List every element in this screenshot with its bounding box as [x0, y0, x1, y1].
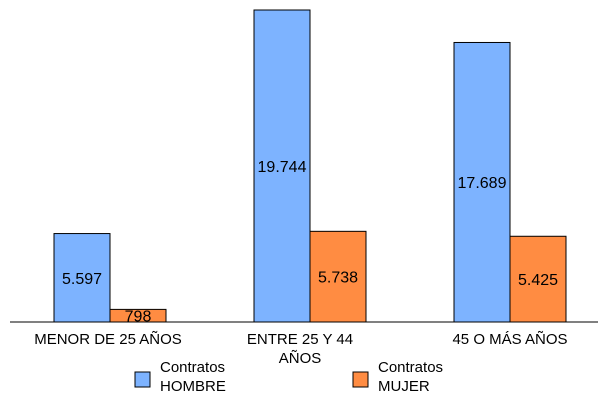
- x-tick-label-2: 45 O MÁS AÑOS: [452, 331, 567, 348]
- legend: Contratos HOMBRE Contratos MUJER: [134, 359, 443, 395]
- bars-group: [53, 9, 567, 323]
- x-tick-label-0: MENOR DE 25 AÑOS: [34, 331, 182, 348]
- value-label-hombre-2: 17.689: [458, 175, 507, 192]
- value-label-hombre-0: 5.597: [62, 271, 102, 288]
- legend-swatch-hombre: [134, 371, 151, 388]
- legend-swatch-mujer: [352, 371, 369, 388]
- bar-hombre-1: [253, 9, 311, 323]
- legend-label-hombre: Contratos HOMBRE: [160, 359, 226, 395]
- x-tick-label-1: ENTRE 25 Y 44 AÑOS: [247, 331, 353, 367]
- value-label-mujer-0: 798: [125, 309, 152, 326]
- bar-hombre-2: [453, 41, 511, 323]
- bar-mujer-1: [309, 230, 367, 323]
- value-label-hombre-1: 19.744: [258, 159, 307, 176]
- bar-hombre-0: [53, 233, 111, 323]
- x-tick-labels-group: MENOR DE 25 AÑOS ENTRE 25 Y 44 AÑOS 45 O MÁ…: [34, 331, 567, 367]
- value-labels-group: 5.597 798 19.744 5.738 17.689 5.425: [62, 159, 558, 326]
- legend-label-mujer: Contratos MUJER: [378, 359, 443, 395]
- value-label-mujer-2: 5.425: [518, 272, 558, 289]
- value-label-mujer-1: 5.738: [318, 270, 358, 287]
